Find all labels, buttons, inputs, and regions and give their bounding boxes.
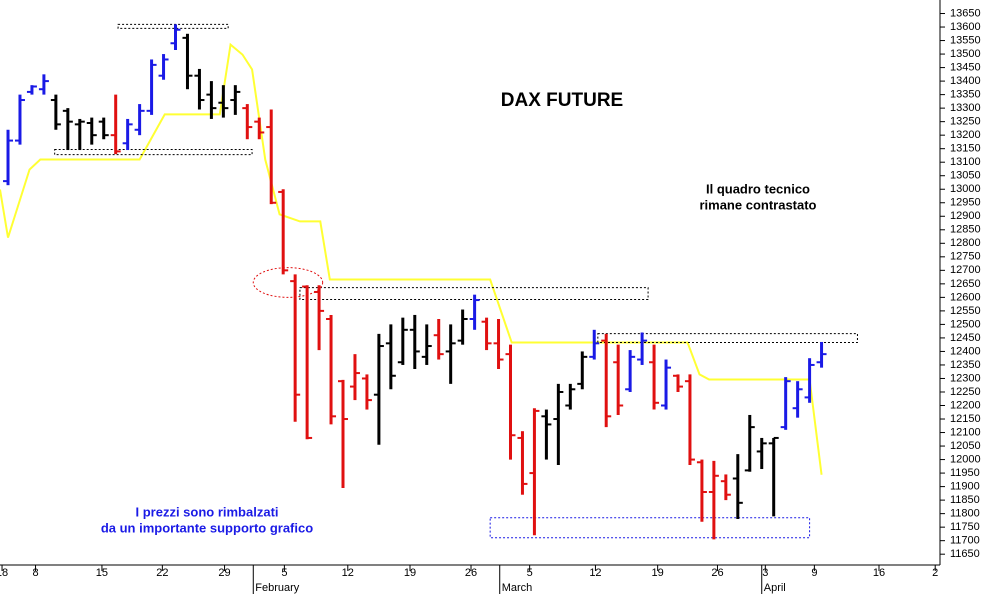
x-tick-label: 29 [218,567,230,579]
y-tick-label: 11750 [950,521,980,533]
y-tick-label: 13500 [950,48,981,60]
y-tick-label: 12400 [950,345,981,357]
x-tick-label: 16 [873,567,885,579]
y-tick-label: 13250 [950,116,981,128]
y-tick-label: 12700 [950,264,981,276]
y-tick-label: 12600 [950,291,981,303]
x-tick-label: 8 [32,567,38,579]
level-box [489,517,811,539]
y-tick-label: 12000 [950,453,981,465]
y-tick-label: 11950 [950,467,980,479]
y-tick-label: 13200 [950,129,981,141]
y-tick-label: 11700 [950,535,980,547]
x-tick-label: 19 [652,567,664,579]
y-tick-label: 12550 [950,305,981,317]
y-tick-label: 12900 [950,210,981,222]
y-tick-label: 12800 [950,237,981,249]
x-tick-label: February [255,582,300,594]
x-tick-label: March [502,582,533,594]
x-tick-label: 26 [465,567,477,579]
y-tick-label: 12150 [950,413,981,425]
y-tick-label: 12350 [950,359,981,371]
y-tick-label: 12050 [950,440,981,452]
y-tick-label: 13450 [950,61,981,73]
x-tick-label: 3 [762,567,768,579]
x-tick-label: 12 [589,567,601,579]
y-tick-label: 13600 [950,21,981,33]
level-box [54,148,253,156]
x-tick-label: 5 [281,567,287,579]
y-tick-label: 11800 [950,508,980,520]
annotation: I prezzi sono rimbalzati [135,504,278,519]
y-tick-label: 12950 [950,197,981,209]
y-tick-label: 13100 [950,156,981,168]
x-tick-label: 15 [96,567,108,579]
y-tick-label: 13400 [950,75,981,87]
level-box [597,333,858,344]
y-tick-label: 11900 [950,481,980,493]
y-tick-label: 12250 [950,386,981,398]
x-tick-label: 5 [527,567,533,579]
y-tick-label: 12300 [950,372,981,384]
y-tick-label: 12500 [950,318,981,330]
x-tick-label: 12 [342,567,354,579]
y-tick-label: 13550 [950,34,981,46]
highlight-ellipse [252,267,324,298]
y-tick-label: 12450 [950,332,981,344]
y-tick-label: 13150 [950,143,981,155]
x-tick-label: 9 [811,567,817,579]
y-tick-label: 12650 [950,278,981,290]
y-tick-label: 13050 [950,170,981,182]
annotation: da un importante supporto grafico [101,520,313,535]
y-tick-label: 12100 [950,426,981,438]
level-box [117,23,229,29]
y-tick-label: 12750 [950,251,981,263]
y-tick-label: 11850 [950,494,980,506]
y-tick-label: 12850 [950,224,981,236]
y-tick-label: 13000 [950,183,981,195]
y-tick-label: 11650 [950,548,980,560]
x-tick-label: April [764,582,786,594]
annotation: rimane contrastato [699,197,816,212]
x-tick-label: 18 [0,567,8,579]
chart-title: DAX FUTURE [501,90,623,111]
x-tick-label: 26 [711,567,723,579]
y-tick-label: 13300 [950,102,981,114]
y-tick-label: 13650 [950,7,981,19]
x-tick-label: 19 [404,567,416,579]
y-tick-label: 13350 [950,89,981,101]
x-tick-label: 2 [932,567,938,579]
x-tick-label: 22 [156,567,168,579]
annotation: Il quadro tecnico [706,181,810,196]
y-tick-label: 12200 [950,399,981,411]
